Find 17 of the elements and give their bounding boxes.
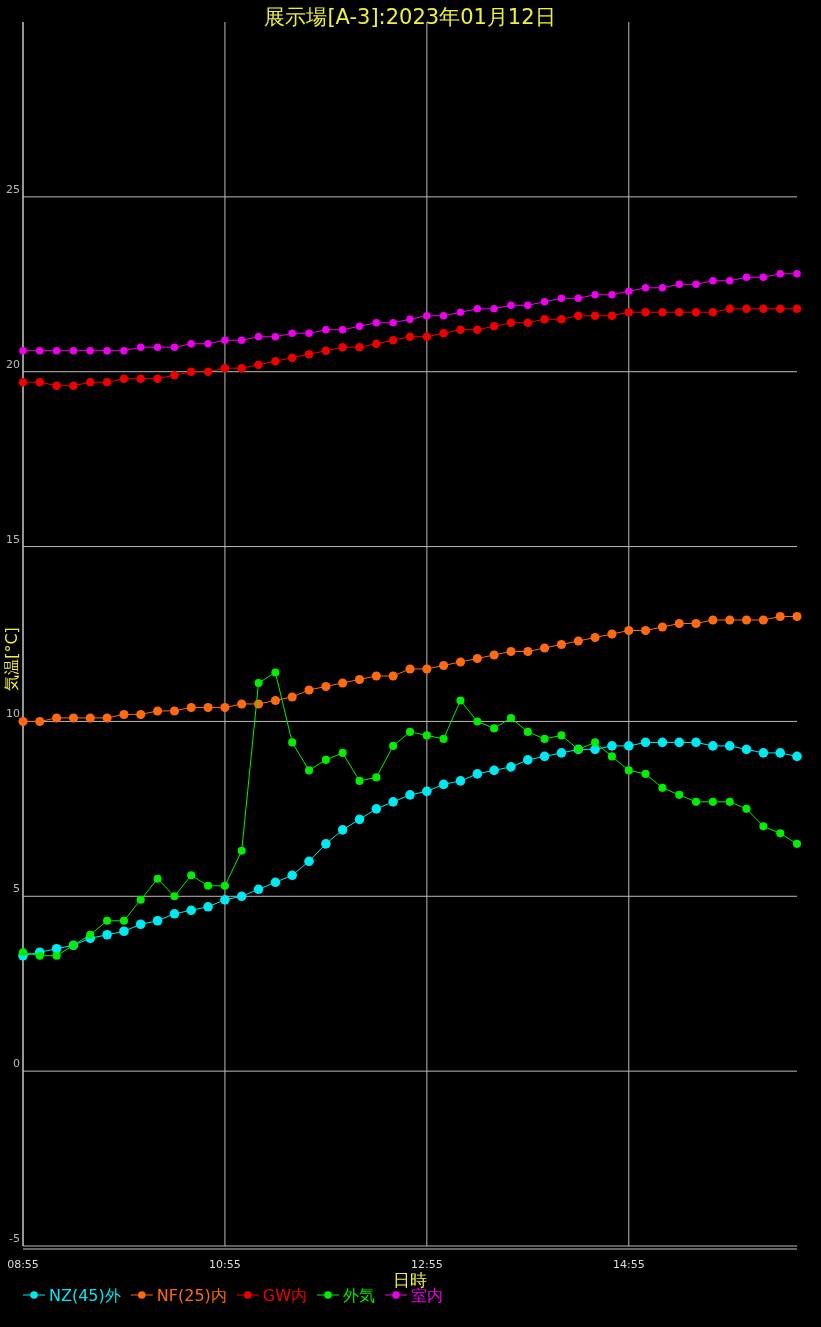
legend-label: NZ(45)外: [49, 1286, 121, 1305]
legend-label: 外気: [343, 1286, 376, 1305]
x-tick-label: 12:55: [411, 1258, 443, 1271]
y-tick-label: 0: [13, 1057, 20, 1071]
x-tick-label: 10:55: [209, 1258, 241, 1271]
y-tick-label: 10: [6, 707, 20, 721]
x-tick-label: 08:55: [7, 1258, 39, 1271]
chart-title: 展示場[A-3]:2023年01月12日: [264, 5, 556, 29]
legend-label: GW内: [262, 1286, 308, 1305]
x-tick-label: 14:55: [612, 1258, 645, 1271]
y-tick-label: 5: [13, 882, 20, 896]
legend-label: NF(25)内: [156, 1286, 227, 1305]
y-tick-label: 25: [6, 182, 20, 196]
y-tick-label: 15: [6, 532, 20, 546]
y-axis-title: 気温[°C]: [2, 627, 21, 691]
y-tick-label: -5: [9, 1232, 20, 1245]
y-tick-label: 20: [6, 357, 20, 371]
